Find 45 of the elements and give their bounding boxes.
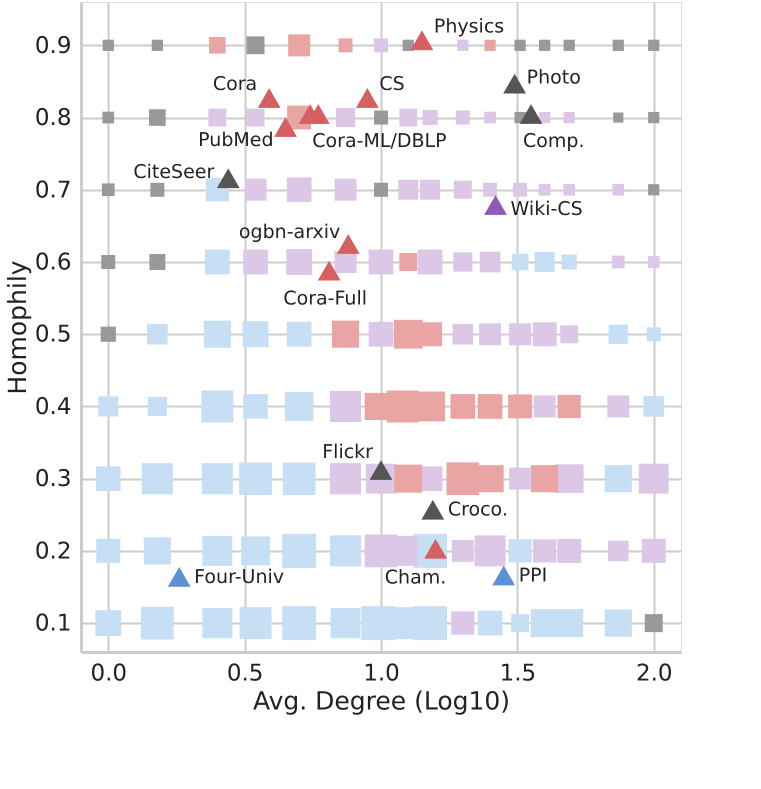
x-tick-label: 1.0 (363, 660, 400, 686)
y-tick-label: 0.1 (34, 610, 72, 637)
x-tick-label: 1.5 (500, 660, 536, 686)
annotation: Flickr (322, 441, 374, 463)
annotation: Cham. (384, 566, 446, 589)
point (258, 88, 281, 108)
annotation: Wiki-CS (510, 198, 583, 220)
annotation: PubMed (198, 128, 274, 151)
annotation: Photo (526, 66, 581, 89)
annotation: Cora-ML/DBLP (312, 130, 447, 152)
y-tick-label: 0.8 (34, 105, 72, 132)
y-axis-title: Homophily (2, 260, 32, 395)
x-tick-label: 0.0 (90, 660, 128, 686)
point (421, 500, 444, 520)
point (503, 74, 526, 94)
point (306, 104, 330, 124)
annotation: Four-Univ (194, 566, 284, 588)
y-tick-label: 0.4 (34, 394, 72, 420)
annotation: Physics (434, 15, 504, 38)
point (410, 30, 434, 50)
annotation: Cora-Full (283, 288, 368, 310)
annotation: PPI (518, 564, 548, 586)
y-tick-label: 0.7 (34, 177, 72, 204)
y-tick-label: 0.6 (34, 250, 72, 276)
annotation: Cora (212, 73, 258, 96)
y-tick-label: 0.9 (34, 32, 72, 59)
point (216, 168, 240, 188)
x-axis-title: Avg. Degree (Log10) (252, 686, 510, 716)
x-tick-label: 2.0 (636, 660, 673, 686)
y-tick-label: 0.2 (34, 538, 72, 564)
point (318, 260, 341, 281)
annotation: Comp. (523, 130, 584, 152)
annotation: CS (379, 73, 405, 96)
point (520, 104, 542, 124)
annotation: CiteSeer (133, 161, 214, 184)
point (168, 567, 191, 587)
y-tick-label: 0.5 (34, 322, 72, 348)
x-tick-label: 0.5 (226, 660, 264, 686)
point (356, 88, 379, 108)
y-tick-label: 0.3 (34, 466, 72, 492)
annotation: ogbn-arxiv (238, 220, 340, 243)
point (274, 117, 297, 137)
point (492, 566, 516, 586)
annotation: Croco. (448, 498, 508, 521)
point (484, 195, 507, 215)
